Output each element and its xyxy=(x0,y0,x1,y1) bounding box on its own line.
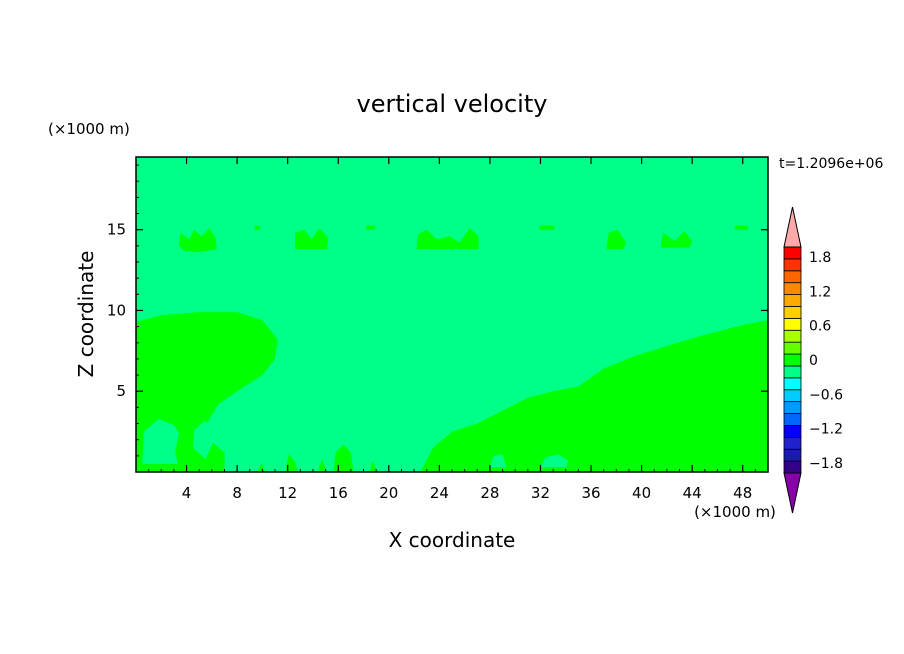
x-unit-label: (×1000 m) xyxy=(694,503,776,521)
colorbar-label: 1.8 xyxy=(809,250,831,266)
top-blob-4 xyxy=(606,229,627,250)
colorbar-swatch xyxy=(783,317,802,331)
pocket-right-1 xyxy=(540,454,569,468)
y-tick-label: 15 xyxy=(107,221,126,239)
x-tick-label: 4 xyxy=(182,484,192,502)
x-tick-label: 8 xyxy=(232,484,242,502)
bottom-speck-3 xyxy=(369,460,378,472)
colorbar-swatch xyxy=(783,365,802,379)
colorbar-swatch xyxy=(783,353,802,367)
colorbar-swatch xyxy=(783,306,802,319)
colorbar-label: −1.8 xyxy=(809,456,843,472)
pocket-left-2 xyxy=(192,420,215,460)
colorbar-label: −1.2 xyxy=(809,422,843,438)
bottom-speck-5 xyxy=(257,463,267,472)
top-blob-1 xyxy=(179,228,217,253)
colorbar-label: 1.2 xyxy=(809,284,831,300)
x-tick-label: 48 xyxy=(733,484,752,502)
colorbar-swatch xyxy=(783,341,802,355)
colorbar-swatch xyxy=(783,401,802,414)
pocket-left-1 xyxy=(142,418,179,464)
colorbar-swatch xyxy=(783,246,802,260)
top-dash-4 xyxy=(735,225,748,230)
x-tick-label: 32 xyxy=(531,484,550,502)
colorbar-label: −0.6 xyxy=(809,387,843,403)
colorbar-swatch xyxy=(783,389,802,403)
x-tick-label: 28 xyxy=(480,484,499,502)
x-tick-label: 16 xyxy=(329,484,348,502)
upward-zone-right xyxy=(420,320,768,472)
y-tick-label: 5 xyxy=(116,382,126,400)
colorbar-swatch xyxy=(783,329,802,343)
x-tick-label: 24 xyxy=(430,484,449,502)
colorbar-label: 0.6 xyxy=(809,319,831,335)
x-axis: 4 8 12 16 20 24 28 32 36 40 44 48 xyxy=(148,157,756,502)
top-dash-2 xyxy=(366,225,375,230)
pocket-right-2 xyxy=(489,454,507,468)
plot-area xyxy=(135,156,769,473)
colorbar-swatch xyxy=(783,258,802,272)
bottom-speck-1 xyxy=(285,454,298,472)
colorbar-swatch xyxy=(783,460,802,474)
x-tick-label: 40 xyxy=(632,484,651,502)
colorbar-max-triangle xyxy=(783,206,802,248)
colorbar-swatch xyxy=(783,425,802,438)
x-tick-label: 36 xyxy=(581,484,600,502)
colorbar-swatch xyxy=(783,270,802,284)
bottom-speck-4 xyxy=(318,459,327,472)
colorbar-swatch xyxy=(783,282,802,295)
contour-regions xyxy=(136,225,768,472)
x-tick-label: 44 xyxy=(683,484,702,502)
top-dash-1 xyxy=(254,225,260,230)
top-dash-3 xyxy=(539,225,555,230)
colorbar-swatch xyxy=(783,377,802,391)
y-unit-label: (×1000 m) xyxy=(48,120,130,138)
colorbar-swatch xyxy=(783,413,802,426)
x-axis-title: X coordinate xyxy=(389,528,516,552)
x-tick-label: 12 xyxy=(278,484,297,502)
y-axis-title: Z coordinate xyxy=(74,251,98,378)
colorbar: 1.8 1.2 0.6 0 −0.6 −1.2 −1.8 xyxy=(783,206,843,514)
x-tick-label: 20 xyxy=(379,484,398,502)
chart-title: vertical velocity xyxy=(357,90,548,118)
colorbar-swatch xyxy=(783,294,802,307)
colorbar-min-triangle xyxy=(783,472,802,514)
y-axis: 5 10 15 xyxy=(107,164,768,457)
colorbar-swatch xyxy=(783,448,802,462)
top-blob-5 xyxy=(660,231,693,248)
top-blob-3 xyxy=(416,228,479,250)
top-blob-2 xyxy=(295,228,329,250)
time-label: t=1.2096e+06 xyxy=(779,156,883,172)
colorbar-swatch xyxy=(783,436,802,450)
colorbar-label: 0 xyxy=(809,353,818,369)
y-tick-label: 10 xyxy=(107,301,126,319)
